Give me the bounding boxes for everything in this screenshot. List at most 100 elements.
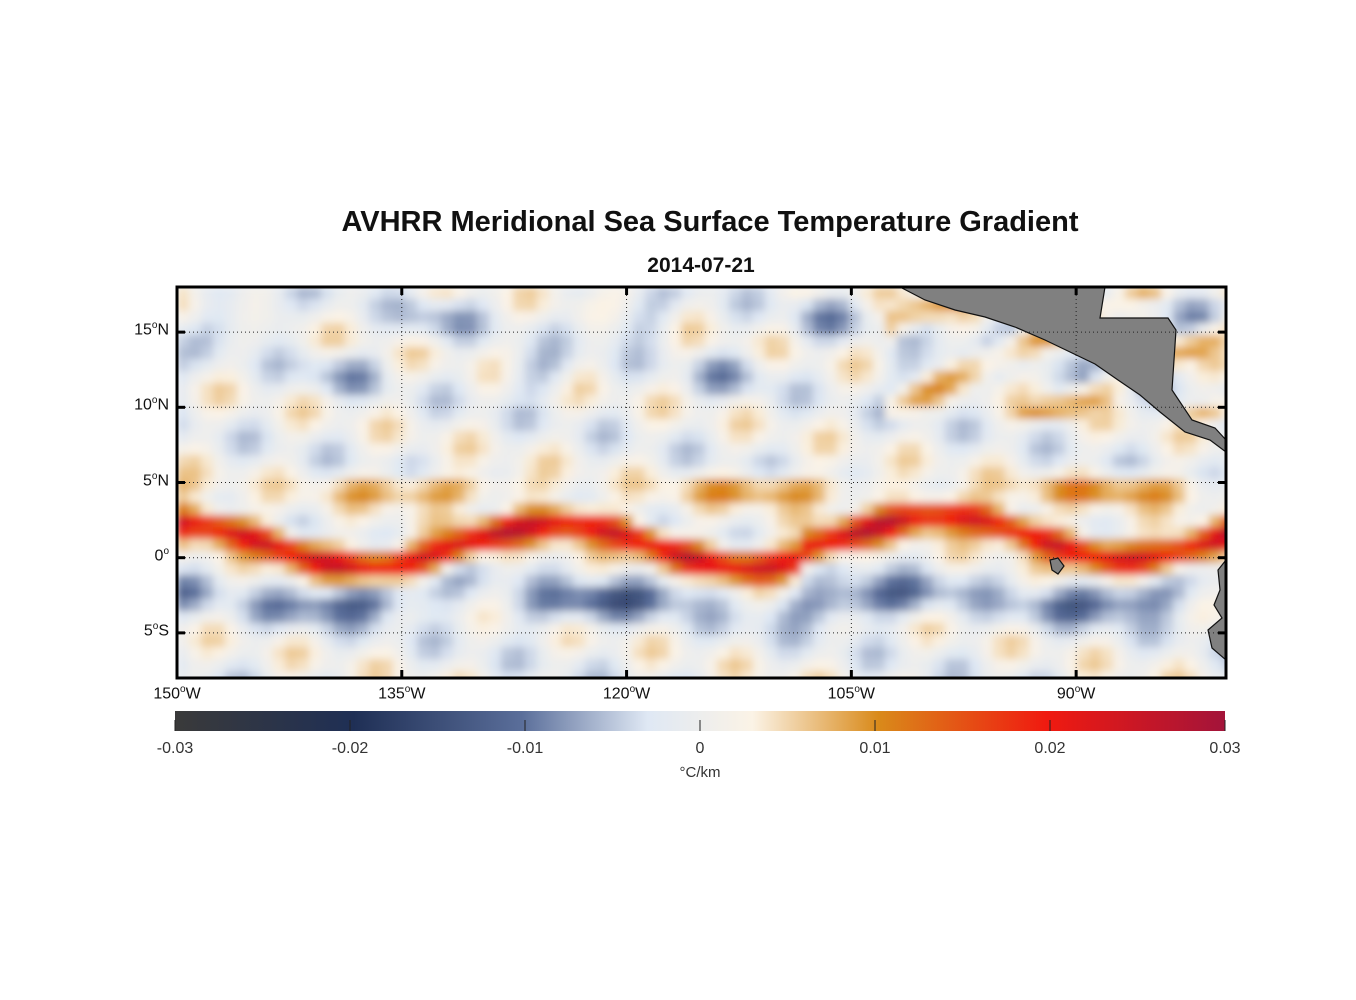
field-cell <box>585 551 598 564</box>
field-cell <box>1197 371 1210 384</box>
field-cell <box>465 311 478 324</box>
field-cell <box>873 335 886 348</box>
field-cell <box>705 575 718 588</box>
field-cell <box>489 551 502 564</box>
field-cell <box>441 515 454 528</box>
field-cell <box>417 383 430 396</box>
field-cell <box>825 383 838 396</box>
field-cell <box>681 539 694 552</box>
field-cell <box>261 467 274 480</box>
field-cell <box>1029 575 1042 588</box>
field-cell <box>705 671 718 678</box>
field-cell <box>1161 671 1174 678</box>
field-cell <box>837 467 850 480</box>
field-cell <box>573 311 586 324</box>
field-cell <box>489 455 502 468</box>
field-cell <box>789 479 802 492</box>
field-cell <box>1149 599 1162 612</box>
field-cell <box>825 359 838 372</box>
field-cell <box>1185 671 1198 678</box>
field-cell <box>537 551 550 564</box>
field-cell <box>1125 299 1138 312</box>
field-cell <box>969 323 982 336</box>
field-cell <box>1041 371 1054 384</box>
field-cell <box>609 323 622 336</box>
field-cell <box>609 287 622 300</box>
field-cell <box>933 515 946 528</box>
field-cell <box>189 623 202 636</box>
field-cell <box>297 491 310 504</box>
field-cell <box>501 419 514 432</box>
field-cell <box>213 335 226 348</box>
field-cell <box>429 635 442 648</box>
field-cell <box>1161 563 1174 576</box>
field-cell <box>333 611 346 624</box>
field-cell <box>1065 635 1078 648</box>
field-cell <box>333 287 346 300</box>
field-cell <box>1209 527 1222 540</box>
field-cell <box>729 443 742 456</box>
field-cell <box>729 287 742 300</box>
field-cell <box>1017 407 1030 420</box>
field-cell <box>957 611 970 624</box>
field-cell <box>909 527 922 540</box>
field-cell <box>741 311 754 324</box>
field-cell <box>837 299 850 312</box>
field-cell <box>465 455 478 468</box>
field-cell <box>897 587 910 600</box>
field-cell <box>1005 611 1018 624</box>
field-cell <box>597 515 610 528</box>
field-cell <box>345 371 358 384</box>
field-cell <box>297 347 310 360</box>
field-cell <box>285 455 298 468</box>
field-cell <box>1137 287 1150 300</box>
field-cell <box>297 419 310 432</box>
field-cell <box>237 335 250 348</box>
field-cell <box>645 563 658 576</box>
field-cell <box>801 527 814 540</box>
field-cell <box>945 467 958 480</box>
field-cell <box>1221 407 1226 420</box>
field-cell <box>333 419 346 432</box>
field-cell <box>621 431 634 444</box>
field-cell <box>717 311 730 324</box>
field-cell <box>489 575 502 588</box>
field-cell <box>753 455 766 468</box>
field-cell <box>633 431 646 444</box>
field-cell <box>1125 551 1138 564</box>
field-cell <box>177 395 190 408</box>
field-cell <box>381 647 394 660</box>
field-cell <box>225 383 238 396</box>
field-cell <box>897 359 910 372</box>
field-cell <box>945 431 958 444</box>
field-cell <box>789 647 802 660</box>
field-cell <box>393 311 406 324</box>
lon-label: 150oW <box>153 684 201 703</box>
field-cell <box>609 539 622 552</box>
field-cell <box>1221 311 1226 324</box>
field-cell <box>1041 419 1054 432</box>
field-cell <box>177 347 190 360</box>
field-cell <box>213 539 226 552</box>
field-cell <box>921 635 934 648</box>
field-cell <box>969 407 982 420</box>
field-cell <box>981 491 994 504</box>
field-cell <box>297 335 310 348</box>
field-cell <box>441 311 454 324</box>
field-cell <box>465 647 478 660</box>
field-cell <box>837 599 850 612</box>
field-cell <box>561 419 574 432</box>
field-cell <box>573 587 586 600</box>
field-cell <box>417 419 430 432</box>
field-cell <box>921 335 934 348</box>
field-cell <box>741 563 754 576</box>
field-cell <box>657 395 670 408</box>
field-cell <box>633 503 646 516</box>
field-cell <box>1221 395 1226 408</box>
field-cell <box>837 479 850 492</box>
field-cell <box>525 611 538 624</box>
field-cell <box>477 395 490 408</box>
field-cell <box>297 671 310 678</box>
field-cell <box>969 599 982 612</box>
field-cell <box>429 539 442 552</box>
